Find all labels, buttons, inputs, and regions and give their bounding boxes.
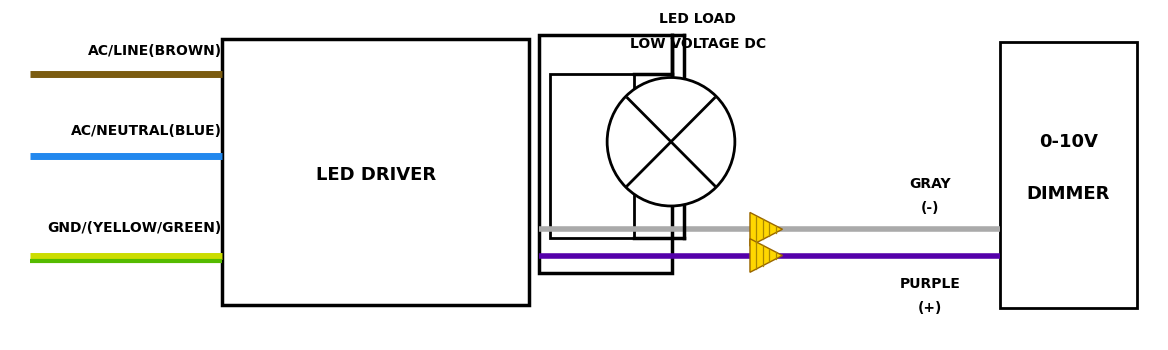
Text: PURPLE: PURPLE: [899, 276, 960, 290]
Bar: [538, 35, 672, 273]
Text: 0-10V: 0-10V: [1038, 133, 1098, 151]
Text: GND/(YELLOW/GREEN): GND/(YELLOW/GREEN): [48, 220, 222, 234]
Text: LED LOAD: LED LOAD: [659, 12, 736, 26]
Bar: [1000, 42, 1136, 308]
Polygon shape: [750, 212, 783, 246]
Text: DIMMER: DIMMER: [1027, 185, 1110, 203]
Text: LED DRIVER: LED DRIVER: [317, 166, 436, 184]
Text: (-): (-): [920, 201, 939, 215]
Text: GRAY: GRAY: [909, 177, 951, 191]
Text: LOW VOLTAGE DC: LOW VOLTAGE DC: [630, 37, 766, 51]
Text: AC/NEUTRAL(BLUE): AC/NEUTRAL(BLUE): [70, 124, 222, 138]
Bar: [550, 74, 634, 238]
Polygon shape: [750, 239, 783, 272]
Text: (+): (+): [918, 301, 943, 315]
Text: AC/LINE(BROWN): AC/LINE(BROWN): [88, 44, 222, 58]
Bar: [222, 38, 529, 304]
Ellipse shape: [607, 77, 735, 206]
